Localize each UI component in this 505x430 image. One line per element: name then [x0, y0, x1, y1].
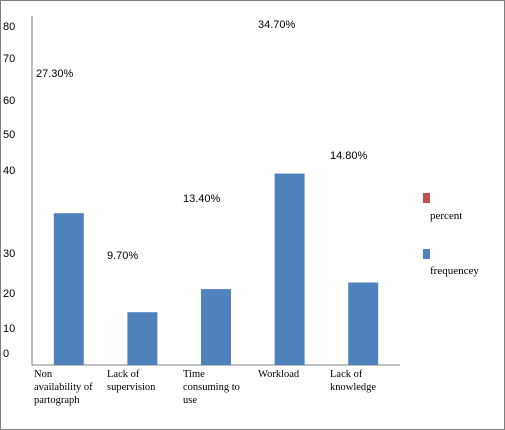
- bar: [53, 213, 84, 365]
- bar: [127, 312, 158, 365]
- legend-label: percent: [430, 210, 462, 222]
- category-label-line: Lack of: [107, 369, 140, 380]
- y-tick-label: 10: [3, 323, 15, 335]
- data-label: 27.30%: [36, 68, 74, 80]
- data-label: 13.40%: [183, 193, 221, 205]
- legend-swatch: [423, 249, 430, 259]
- category-label-line: supervision: [107, 382, 156, 393]
- category-label-line: partograph: [34, 395, 80, 406]
- y-tick-label: 30: [3, 248, 15, 260]
- legend-label: frequencey: [430, 265, 479, 277]
- y-tick-label: 40: [3, 165, 15, 177]
- category-label-line: use: [183, 395, 197, 406]
- legend-swatch: [423, 193, 430, 203]
- data-label: 14.80%: [330, 150, 368, 162]
- data-label: 34.70%: [258, 19, 296, 31]
- category-label-line: knowledge: [330, 382, 376, 393]
- category-label-line: Non: [34, 369, 53, 380]
- category-label-line: consuming to: [183, 382, 240, 393]
- legend: percent frequencey: [423, 193, 479, 277]
- bar: [201, 289, 231, 365]
- category-label-line: Lack of: [330, 369, 363, 380]
- bar: [348, 282, 379, 365]
- category-label: Lack of supervision: [107, 369, 156, 393]
- category-label: Non availability of partograph: [34, 369, 93, 406]
- y-tick-label: 50: [3, 129, 15, 141]
- category-label: Time consuming to use: [183, 369, 240, 406]
- y-axis-ticks: 80 70 60 50 40 30 20 10 0: [3, 21, 15, 360]
- data-label: 9.70%: [107, 250, 138, 262]
- y-tick-label: 20: [3, 288, 15, 300]
- category-label-line: Time: [183, 369, 205, 380]
- y-tick-label: 60: [3, 95, 15, 107]
- y-tick-label: 80: [3, 21, 15, 33]
- bars: [53, 173, 379, 365]
- category-label-line: availability of: [34, 382, 93, 393]
- bar: [274, 173, 305, 365]
- category-label: Lack of knowledge: [330, 369, 376, 393]
- category-label: Workload: [258, 369, 300, 380]
- y-tick-label: 70: [3, 53, 15, 65]
- y-tick-label: 0: [3, 348, 9, 360]
- data-labels: 27.30% 9.70% 13.40% 34.70% 14.80%: [36, 19, 368, 262]
- category-label-line: Workload: [258, 369, 300, 380]
- category-labels: Non availability of partograph Lack of super…: [34, 369, 376, 406]
